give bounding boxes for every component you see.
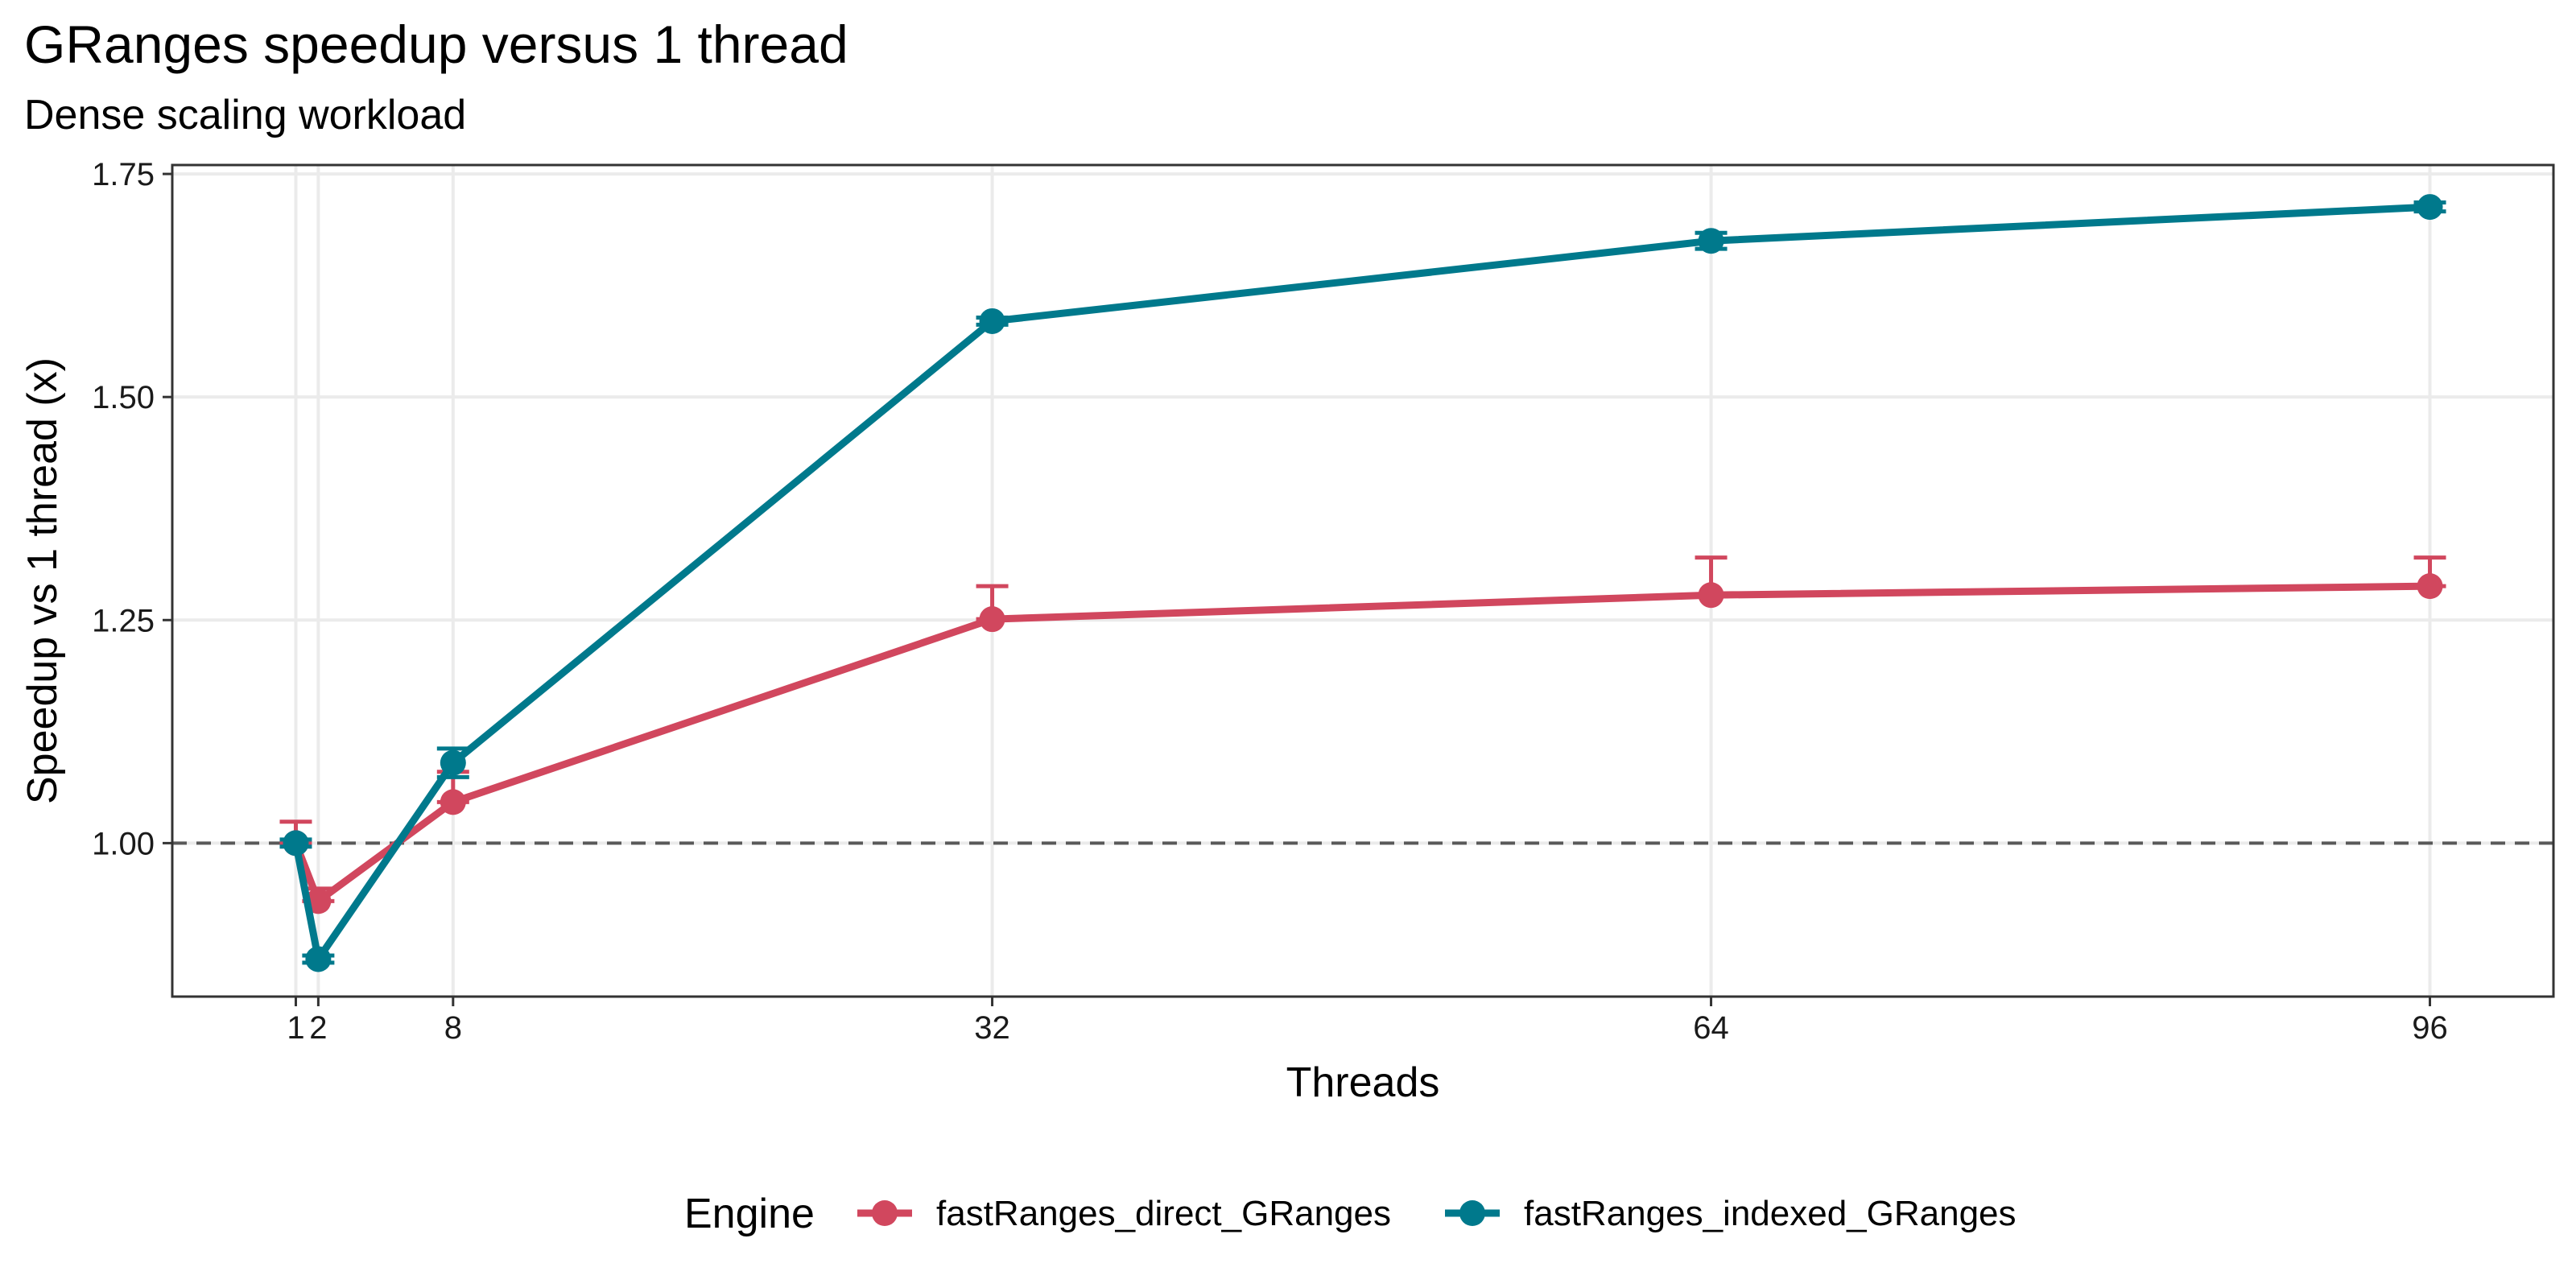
y-tick-label-3: 1.75: [92, 157, 155, 192]
data-point-1-4: [1698, 228, 1724, 254]
y-axis-title: Speedup vs 1 thread (x): [19, 357, 66, 804]
x-axis-title: Threads: [1286, 1059, 1440, 1106]
x-tick-label-3: 32: [974, 1010, 1010, 1046]
legend-key-point-0: [872, 1200, 898, 1226]
legend-title: Engine: [684, 1191, 815, 1237]
x-tick-label-1: 2: [309, 1010, 327, 1046]
plot-panel: [172, 165, 2553, 997]
chart-subtitle: Dense scaling workload: [24, 92, 467, 138]
legend-key-point-1: [1459, 1200, 1485, 1226]
data-point-1-0: [283, 830, 309, 857]
x-tick-label-4: 64: [1693, 1010, 1729, 1046]
panel-border: [171, 163, 2555, 998]
data-point-1-2: [440, 749, 466, 776]
y-tick-label-0: 1.00: [92, 826, 155, 861]
y-tick-label-1: 1.25: [92, 603, 155, 638]
x-tick-label-2: 8: [444, 1010, 462, 1046]
series-line-1: [291, 203, 2434, 963]
x-tick-label-0: 1: [287, 1010, 304, 1046]
chart-title: GRanges speedup versus 1 thread: [24, 14, 848, 74]
x-tick-label-5: 96: [2412, 1010, 2448, 1046]
legend-label-0: fastRanges_direct_GRanges: [936, 1194, 1391, 1233]
data-point-1-1: [305, 946, 332, 972]
data-point-0-4: [1698, 582, 1724, 609]
y-tick-label-2: 1.50: [92, 380, 155, 415]
data-point-1-5: [2417, 194, 2443, 221]
legend-label-1: fastRanges_indexed_GRanges: [1524, 1194, 2017, 1233]
data-point-0-5: [2417, 573, 2443, 600]
data-point-0-3: [979, 606, 1005, 633]
data-point-1-3: [979, 308, 1005, 334]
data-point-0-2: [440, 789, 466, 815]
